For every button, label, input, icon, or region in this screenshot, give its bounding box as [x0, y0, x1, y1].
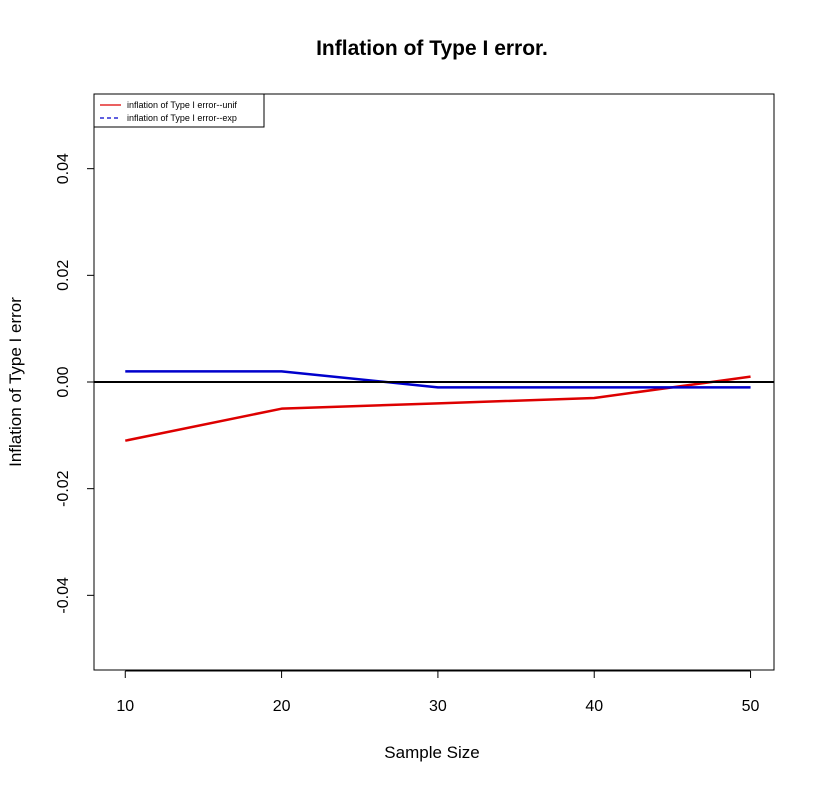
x-axis-label: Sample Size	[384, 743, 479, 762]
y-axis-label: Inflation of Type I error	[6, 297, 25, 467]
legend-label-1: inflation of Type I error--unif	[127, 100, 237, 110]
y-tick-label: 0.02	[55, 260, 72, 291]
x-tick-label: 10	[116, 698, 134, 715]
legend-label-2: inflation of Type I error--exp	[127, 113, 237, 123]
series-line-1	[125, 375, 751, 442]
legend-box	[93, 93, 265, 128]
y-tick-label: -0.04	[55, 577, 72, 614]
x-tick-label: 40	[585, 698, 603, 715]
x-tick-label: 20	[273, 698, 291, 715]
x-tick-label: 50	[742, 698, 760, 715]
chart-title: Inflation of Type I error.	[316, 37, 548, 60]
y-tick-label: 0.04	[55, 153, 72, 184]
y-tick-label: -0.02	[55, 470, 72, 507]
y-tick-label: 0.00	[55, 366, 72, 397]
legend: inflation of Type I error--unif inflation…	[93, 93, 265, 128]
x-tick-label: 30	[429, 698, 447, 715]
series-line-2	[125, 370, 751, 389]
